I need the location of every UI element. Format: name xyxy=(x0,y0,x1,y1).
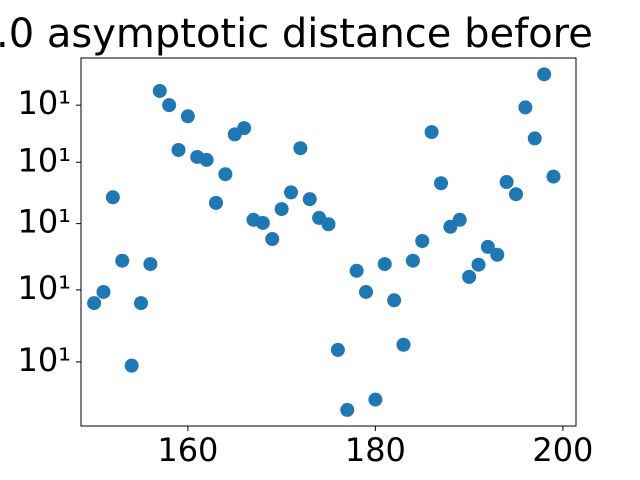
point xyxy=(359,284,373,299)
point xyxy=(124,358,139,373)
point xyxy=(199,152,214,167)
point xyxy=(330,342,345,357)
point xyxy=(462,269,477,284)
point xyxy=(546,169,561,184)
point xyxy=(171,142,186,157)
point xyxy=(284,185,298,200)
y-tick-label: 10¹ xyxy=(17,84,71,122)
x-tick-label: 180 xyxy=(345,431,406,469)
point xyxy=(209,195,223,210)
point xyxy=(340,402,355,417)
point xyxy=(434,176,448,191)
point xyxy=(377,257,392,272)
point xyxy=(527,131,542,146)
point xyxy=(415,233,430,248)
point xyxy=(499,175,514,190)
plot-frame xyxy=(80,57,577,427)
point xyxy=(321,217,336,232)
point xyxy=(387,293,402,308)
point xyxy=(237,121,252,136)
y-tick-label: 10¹ xyxy=(17,141,71,179)
point xyxy=(518,100,533,115)
point xyxy=(424,125,439,140)
point xyxy=(490,247,505,262)
point xyxy=(452,212,467,227)
point xyxy=(265,232,280,247)
x-tick-label: 200 xyxy=(532,431,593,469)
y-tick-label: 10¹ xyxy=(17,269,71,307)
point xyxy=(180,109,195,124)
point xyxy=(537,67,552,82)
point xyxy=(87,296,102,311)
point xyxy=(349,263,364,278)
point xyxy=(152,83,167,98)
point xyxy=(368,392,383,407)
point xyxy=(509,187,523,202)
point xyxy=(405,253,420,268)
point xyxy=(471,257,486,272)
chart-title: .0 asymptotic distance before xyxy=(0,11,593,57)
point xyxy=(293,141,308,156)
point xyxy=(115,253,130,268)
point xyxy=(96,284,111,299)
point xyxy=(143,257,158,272)
x-tick-label: 160 xyxy=(157,431,218,469)
y-tick-label: 10¹ xyxy=(17,203,71,241)
point xyxy=(134,296,148,311)
point xyxy=(302,192,317,207)
point xyxy=(162,98,177,113)
point xyxy=(480,239,495,254)
point xyxy=(255,215,270,230)
y-tick-label: 10¹ xyxy=(17,341,71,379)
point xyxy=(105,190,120,205)
point xyxy=(218,167,233,182)
point xyxy=(274,202,289,217)
point xyxy=(396,337,411,352)
